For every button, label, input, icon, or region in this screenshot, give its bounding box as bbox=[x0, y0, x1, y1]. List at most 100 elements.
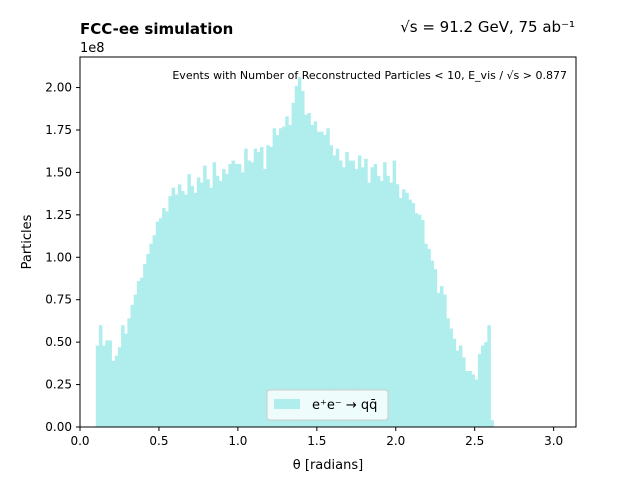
histogram-bar bbox=[458, 345, 463, 427]
histogram-bar bbox=[373, 163, 378, 427]
histogram-bar bbox=[474, 379, 479, 427]
histogram-bar bbox=[392, 160, 397, 427]
histogram-bar bbox=[222, 169, 226, 427]
histogram-bar bbox=[155, 221, 160, 427]
legend-swatch bbox=[274, 399, 300, 409]
histogram-bar bbox=[316, 131, 321, 427]
histogram-bar bbox=[427, 248, 431, 427]
histogram-bar bbox=[234, 163, 239, 427]
y-tick-label: 1.25 bbox=[45, 208, 72, 222]
histogram-bar bbox=[136, 281, 141, 427]
x-tick-label: 1.0 bbox=[228, 434, 247, 448]
histogram-bar bbox=[168, 196, 172, 427]
histogram-bar bbox=[124, 333, 128, 427]
histogram-bar bbox=[357, 155, 362, 427]
histogram-bar bbox=[181, 191, 185, 427]
y-tick-label: 1.00 bbox=[45, 250, 72, 264]
axes-frame bbox=[79, 56, 577, 428]
histogram-bar bbox=[196, 177, 201, 427]
histogram-bar bbox=[348, 160, 352, 427]
histogram-bar bbox=[114, 355, 119, 427]
histogram-bar bbox=[297, 77, 302, 428]
histogram-bar bbox=[121, 325, 125, 427]
histogram-bar bbox=[313, 121, 318, 427]
histogram-bar bbox=[294, 85, 299, 427]
histogram-bar bbox=[237, 163, 242, 427]
x-axis-ticks: 0.0 0.5 1.0 1.5 2.0 2.5 3.0 bbox=[70, 427, 563, 448]
histogram-bar bbox=[149, 243, 153, 427]
y-tick-label: 2.00 bbox=[45, 81, 72, 95]
histogram-bar bbox=[424, 243, 428, 427]
histogram-bar bbox=[304, 114, 308, 428]
x-tick-label: 2.5 bbox=[465, 434, 484, 448]
histogram-bar bbox=[443, 294, 447, 427]
histogram-bar bbox=[177, 184, 182, 427]
histogram-bar bbox=[193, 192, 198, 427]
x-axis-label: θ [radians] bbox=[293, 458, 363, 473]
histogram-bar bbox=[250, 162, 255, 428]
histogram-bar bbox=[162, 208, 166, 427]
histogram-bar bbox=[98, 325, 103, 427]
histogram-bar bbox=[487, 325, 491, 427]
histogram-bar bbox=[228, 163, 232, 427]
histogram-bar bbox=[364, 158, 368, 427]
histogram-bar bbox=[490, 420, 494, 427]
histogram-bar bbox=[206, 179, 210, 427]
histogram-bar bbox=[301, 90, 305, 427]
histogram-bar bbox=[282, 126, 286, 427]
histogram-bar bbox=[108, 340, 112, 427]
histogram-bar bbox=[307, 113, 311, 427]
histogram-bar bbox=[288, 124, 292, 427]
histogram-bar bbox=[215, 175, 220, 427]
histogram-bar bbox=[421, 219, 425, 427]
histogram-bar bbox=[326, 128, 330, 427]
y-axis-ticks: 0.00 0.25 0.50 0.75 1.00 1.25 1.50 1.75 2.00 bbox=[45, 81, 80, 434]
histogram-bar bbox=[405, 192, 409, 427]
histogram-bar bbox=[386, 175, 390, 427]
histogram-bar bbox=[342, 167, 346, 427]
histogram-bar bbox=[212, 162, 217, 428]
histogram-bar bbox=[158, 218, 163, 427]
histogram-bar bbox=[184, 194, 188, 427]
histogram-bar bbox=[477, 354, 482, 427]
histogram-bar bbox=[379, 180, 384, 427]
histogram-bar bbox=[133, 294, 138, 427]
histogram-bar bbox=[323, 135, 327, 427]
histogram-bar bbox=[275, 135, 280, 427]
histogram-bar bbox=[285, 116, 289, 428]
histogram-bar bbox=[225, 174, 229, 427]
selection-annotation: Events with Number of Reconstructed Part… bbox=[172, 69, 567, 82]
histogram-bar bbox=[278, 128, 283, 427]
histogram-bar bbox=[310, 124, 315, 427]
legend-entry-label: e⁺e⁻ → qq̄ bbox=[312, 398, 377, 413]
histogram-bar bbox=[256, 152, 261, 428]
histogram-bar bbox=[231, 160, 236, 427]
x-tick-label: 0.0 bbox=[70, 434, 89, 448]
histogram-bar bbox=[319, 131, 324, 427]
histogram-bar bbox=[408, 199, 412, 427]
y-tick-label: 1.75 bbox=[45, 123, 72, 137]
histogram-bar bbox=[146, 253, 150, 427]
y-tick-label: 0.00 bbox=[45, 420, 72, 434]
histogram-bar bbox=[367, 182, 371, 427]
histogram-bar bbox=[247, 160, 251, 427]
histogram-bar bbox=[452, 338, 457, 427]
histogram-bar bbox=[143, 264, 147, 427]
y-tick-label: 0.25 bbox=[45, 378, 72, 392]
histogram-bar bbox=[130, 304, 135, 427]
x-tick-label: 2.0 bbox=[386, 434, 405, 448]
legend: e⁺e⁻ → qq̄ bbox=[266, 389, 389, 421]
histogram-bar bbox=[244, 148, 248, 427]
histogram-bar bbox=[462, 357, 466, 427]
x-tick-label: 0.5 bbox=[149, 434, 168, 448]
histogram-bar bbox=[449, 328, 453, 427]
histogram-bar bbox=[259, 146, 264, 427]
histogram-bar bbox=[335, 148, 340, 427]
y-tick-label: 1.50 bbox=[45, 165, 72, 179]
y-offset-label: 1e8 bbox=[80, 41, 105, 56]
histogram-bar bbox=[433, 269, 438, 427]
x-tick-label: 1.5 bbox=[307, 434, 326, 448]
histogram-bar bbox=[361, 167, 365, 427]
histogram-bar bbox=[329, 145, 333, 427]
